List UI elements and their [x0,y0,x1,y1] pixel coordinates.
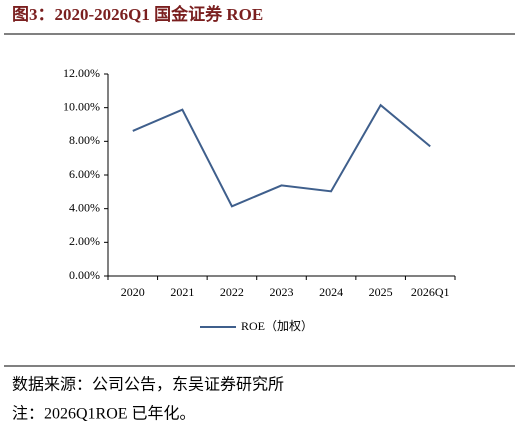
y-tick-label: 6.00% [69,167,100,181]
source-note: 数据来源：公司公告，东吴证券研究所 [12,376,284,394]
chart-title: 图3：2020-2026Q1 国金证券 ROE [12,4,263,24]
y-tick-label: 2.00% [69,234,100,248]
x-tick-label: 2023 [270,285,294,299]
legend-label: ROE（加权） [241,319,313,333]
series-line [132,103,431,208]
footnote: 注：2026Q1ROE 已年化。 [12,405,196,423]
x-tick-label: 2026Q1 [411,285,450,299]
y-tick-label: 4.00% [69,200,100,214]
x-tick-label: 2022 [220,285,244,299]
y-tick-label: 8.00% [69,133,100,147]
x-tick-label: 2021 [170,285,194,299]
x-tick-label: 2020 [121,285,145,299]
x-tick-label: 2025 [369,285,393,299]
x-tick-label: 2024 [319,285,343,299]
y-tick-label: 0.00% [69,268,100,282]
y-tick-label: 10.00% [63,99,100,113]
y-tick-label: 12.00% [63,66,100,80]
